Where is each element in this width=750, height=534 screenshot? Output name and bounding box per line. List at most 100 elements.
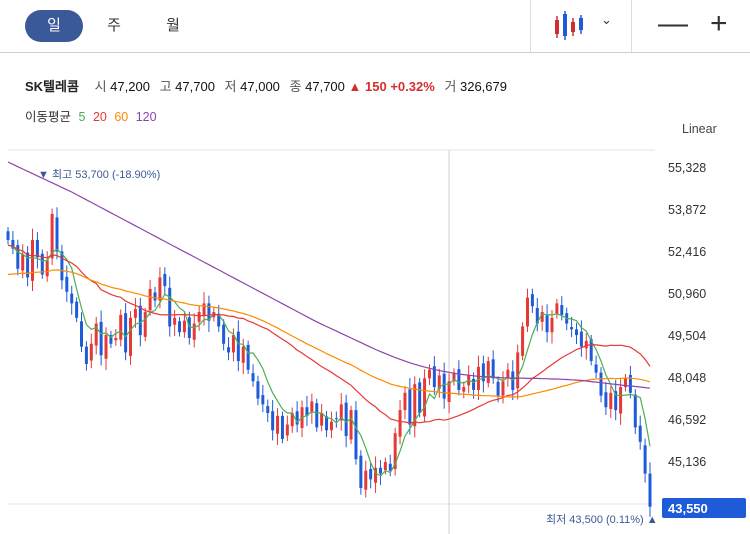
last-price-label: 43,550 — [668, 501, 708, 516]
candle-body — [501, 381, 505, 396]
candle-body — [65, 276, 69, 292]
candle-body — [261, 395, 265, 405]
candle-body — [222, 324, 226, 344]
ma-120-line — [7, 161, 651, 389]
low-value: 47,000 — [240, 79, 280, 94]
candle-body — [21, 254, 25, 271]
candle-body — [207, 303, 211, 321]
candle-body — [173, 317, 177, 325]
tab-monthly[interactable]: 월 — [166, 17, 180, 34]
y-tick-label: 48,048 — [668, 371, 706, 385]
candle-body — [104, 335, 108, 359]
open-label: 시 — [94, 79, 107, 94]
candle-body — [129, 317, 133, 356]
ma-60-line — [7, 269, 651, 398]
candle-body — [388, 463, 392, 471]
candle-body — [633, 394, 637, 428]
candle-body — [138, 305, 142, 336]
candle-body — [623, 378, 627, 388]
candle-body — [628, 374, 632, 393]
candle-body — [491, 359, 495, 379]
candle-body — [437, 375, 441, 389]
candle-body — [70, 293, 74, 304]
candle-body — [6, 231, 10, 240]
y-tick-label: 49,504 — [668, 329, 706, 343]
y-tick-label: 50,960 — [668, 287, 706, 301]
candle-body — [202, 303, 206, 316]
y-tick-label: 53,872 — [668, 203, 706, 217]
candle-body — [75, 301, 79, 318]
candle-body — [550, 317, 554, 333]
low-label: 저 — [224, 79, 237, 94]
ma-120: 120 — [135, 110, 157, 124]
candle-body — [476, 366, 480, 390]
chart-type-selector[interactable]: ⌄ — [530, 0, 632, 52]
candle-body — [378, 467, 382, 474]
candle-body — [364, 470, 368, 490]
candle-body — [197, 312, 201, 322]
candle-body — [133, 309, 137, 318]
candle-body — [619, 387, 623, 414]
candle-body — [187, 317, 191, 338]
candle-body — [545, 315, 549, 333]
candle-body — [26, 252, 30, 278]
change-value: ▲ 150 — [348, 79, 387, 94]
candle-body — [11, 239, 15, 249]
close-label: 종 — [289, 79, 302, 94]
candle-body — [143, 312, 147, 337]
candle-body — [89, 343, 93, 361]
candle-body — [271, 411, 275, 431]
candle-body — [124, 313, 128, 353]
candle-body — [521, 326, 525, 356]
candle-body — [516, 352, 520, 389]
candle-body — [16, 245, 20, 269]
candle-body — [339, 404, 343, 421]
ma-label: 이동평균 — [25, 110, 72, 124]
candle-body — [393, 433, 397, 469]
candle-body — [295, 411, 299, 425]
candle-body — [163, 273, 167, 287]
candle-body — [236, 331, 240, 362]
candle-body — [94, 323, 98, 346]
tab-weekly[interactable]: 주 — [107, 17, 121, 34]
candle-body — [344, 402, 348, 437]
candle-body — [310, 401, 314, 413]
ma-5: 5 — [78, 110, 86, 124]
candle-body — [457, 369, 461, 390]
candle-body — [84, 346, 88, 364]
high-annotation: ▼ 최고 53,700 (-18.90%) — [38, 168, 160, 181]
top-toolbar: 일 주 월 ⌄ — + — [0, 0, 750, 53]
candle-body — [114, 338, 118, 341]
candle-body — [418, 382, 422, 413]
minimize-button[interactable]: — — [658, 7, 688, 40]
candle-body — [643, 445, 647, 474]
candle-body — [423, 378, 427, 417]
candle-body — [31, 239, 35, 281]
candle-body — [462, 387, 466, 392]
candle-body — [481, 363, 485, 382]
candle-body — [472, 378, 476, 390]
candle-body — [285, 424, 289, 436]
candle-body — [60, 251, 64, 281]
candle-body — [354, 410, 358, 460]
tab-daily[interactable]: 일 — [25, 10, 83, 42]
add-button[interactable]: + — [710, 7, 728, 40]
candle-body — [408, 389, 412, 425]
candle-body — [280, 415, 284, 439]
candle-body — [45, 260, 49, 277]
candle-body — [334, 418, 338, 420]
scale-mode-toggle[interactable]: Linear — [682, 122, 717, 136]
candle-body — [256, 381, 260, 399]
candle-body — [192, 323, 196, 340]
candle-body — [609, 392, 613, 409]
close-value: 47,700 — [305, 79, 345, 94]
candle-body — [349, 410, 353, 440]
stock-name: SK텔레콤 — [25, 79, 79, 94]
candle-body — [241, 346, 245, 363]
candle-body — [40, 253, 44, 275]
candle-body — [442, 373, 446, 399]
price-info-bar: SK텔레콤 시 47,200 고 47,700 저 47,000 종 47,70… — [25, 76, 507, 95]
moving-average-legend[interactable]: 이동평균 5 20 60 120 — [25, 106, 161, 125]
candle-body — [447, 381, 451, 403]
